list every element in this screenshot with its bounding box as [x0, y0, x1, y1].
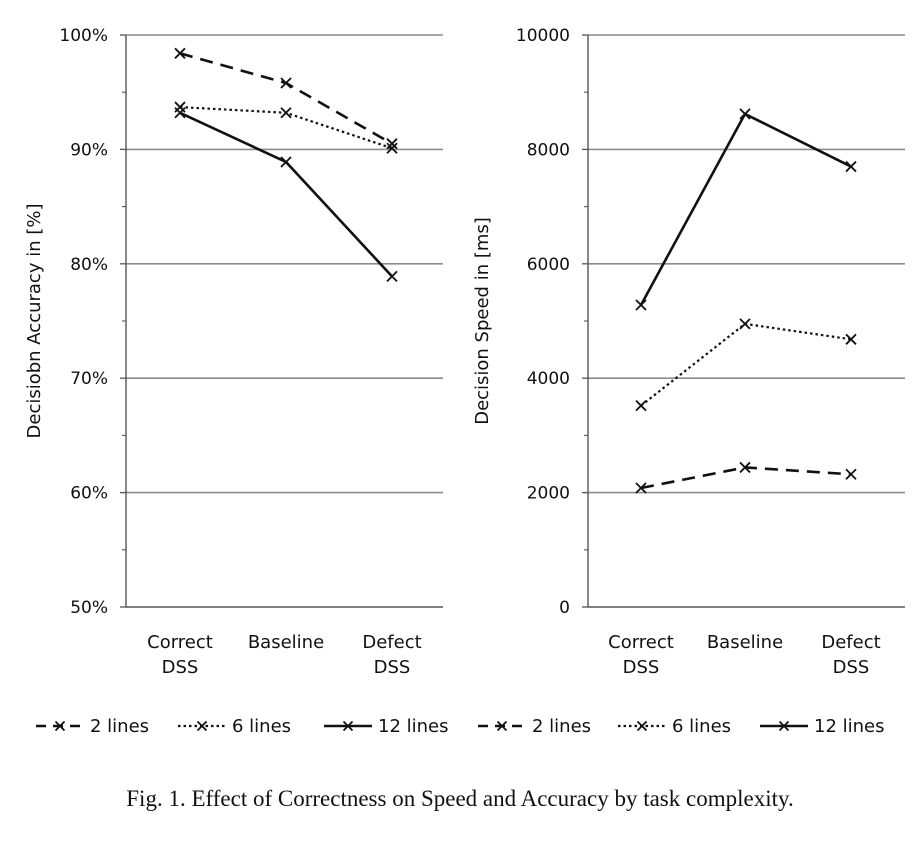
figure-caption: Fig. 1. Effect of Correctness on Speed a… — [126, 786, 794, 811]
legend-label: 12 lines — [814, 716, 885, 737]
data-point-marker — [280, 156, 292, 168]
data-point-marker — [386, 142, 398, 154]
y-tick-label: 0 — [559, 598, 570, 618]
data-point-marker — [845, 160, 857, 173]
legend-marker — [342, 720, 354, 732]
legend-item: 6 lines — [178, 716, 291, 737]
data-point-marker — [739, 461, 751, 474]
chart-panel-1: 50% 60% 70% 80% 90% 100% Correct DSS Baseline Def… — [24, 26, 443, 678]
data-point-marker — [386, 270, 398, 283]
legend-label: 12 lines — [378, 716, 449, 737]
series-line-2-lines — [179, 52, 393, 145]
series-line-12-lines — [179, 111, 393, 278]
legend-marker — [778, 720, 790, 732]
x-category-label: Defect — [821, 632, 880, 653]
x-category-label: Correct — [608, 632, 674, 653]
series-line-2-lines — [640, 466, 852, 490]
y-tick-label: 100% — [59, 26, 108, 46]
y-axis-title: Decisiobn Accuracy in [%] — [24, 204, 45, 439]
y-tick-label: 60% — [70, 484, 108, 504]
data-point-marker — [280, 77, 292, 89]
data-point-marker — [739, 108, 751, 120]
y-tick-label: 80% — [70, 255, 108, 275]
data-point-marker — [635, 400, 647, 412]
legend-marker — [636, 720, 648, 732]
y-tick-label: 50% — [70, 598, 108, 618]
legend-item: 2 lines — [36, 716, 149, 737]
y-tick-label: 2000 — [527, 484, 570, 504]
x-category-label: Defect — [362, 632, 421, 653]
data-point-marker — [635, 482, 647, 494]
y-axis-title: Decision Speed in [ms] — [472, 217, 493, 425]
data-point-marker — [635, 299, 647, 311]
legend-marker — [496, 720, 508, 732]
data-point-marker — [174, 107, 186, 119]
y-tick-label: 4000 — [527, 369, 570, 389]
chart-panel-2: 0 2000 4000 6000 8000 10000 Correct DSS Baseline… — [472, 26, 905, 678]
figure: 50% 60% 70% 80% 90% 100% Correct DSS Baseline Def… — [24, 26, 905, 737]
legend-label: 6 lines — [672, 716, 731, 737]
x-category-label: DSS — [374, 657, 411, 678]
x-category-label: DSS — [623, 657, 660, 678]
data-point-marker — [739, 318, 751, 330]
legend-label: 6 lines — [232, 716, 291, 737]
series-line-12-lines — [639, 112, 852, 306]
y-tick-label: 8000 — [527, 140, 570, 160]
x-category-label: Baseline — [248, 632, 324, 653]
legend-item: 12 lines — [324, 716, 449, 737]
y-tick-label: 6000 — [527, 255, 570, 275]
data-point-marker — [174, 101, 186, 113]
legend-item: 6 lines — [618, 716, 731, 737]
legend-marker — [196, 720, 208, 732]
legend-marker — [54, 720, 66, 732]
data-point-marker — [845, 333, 857, 345]
legend-item: 2 lines — [478, 716, 591, 737]
legend-label: 2 lines — [90, 716, 149, 737]
y-tick-label: 70% — [70, 369, 108, 389]
x-category-label: Baseline — [707, 632, 783, 653]
y-tick-label: 90% — [70, 140, 108, 160]
data-point-marker — [174, 47, 186, 59]
data-point-marker — [386, 138, 398, 150]
x-category-label: Correct — [147, 632, 213, 653]
y-tick-label: 10000 — [516, 26, 570, 46]
data-point-marker — [280, 107, 292, 119]
legend-label: 2 lines — [532, 716, 591, 737]
data-point-marker — [845, 468, 857, 480]
x-category-label: DSS — [162, 657, 199, 678]
legend-item: 12 lines — [760, 716, 885, 737]
series-line-6-lines — [640, 322, 852, 407]
x-category-label: DSS — [833, 657, 870, 678]
